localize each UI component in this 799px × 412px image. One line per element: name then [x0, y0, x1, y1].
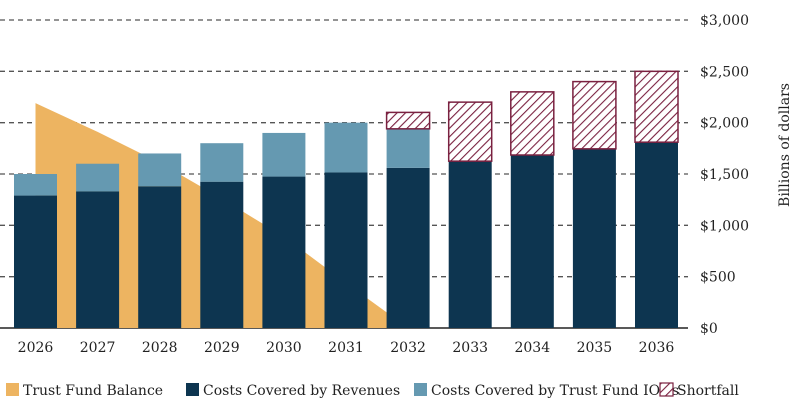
- x-tick-label: 2028: [142, 340, 178, 356]
- bar-shortfall-2033: [447, 101, 493, 162]
- x-tick-label: 2032: [390, 340, 426, 356]
- x-tick-label: 2035: [577, 340, 613, 356]
- bar-costs-covered-by-trust-fund-ious-2030: [262, 132, 306, 177]
- x-tick-label: 2033: [452, 340, 488, 356]
- legend-swatch: [6, 383, 19, 396]
- y-tick-label: $500: [700, 270, 736, 286]
- bar-costs-covered-by-revenues-2027: [76, 191, 120, 328]
- x-tick-label: 2036: [639, 340, 675, 356]
- y-tick-label: $2,500: [700, 64, 749, 80]
- y-axis-ticks: $0 $500 $1,000 $1,500 $2,000 $2,500 $3,000: [700, 13, 749, 337]
- y-tick-label: $0: [700, 321, 718, 337]
- bar-costs-covered-by-revenues-2031: [324, 172, 368, 328]
- bar-costs-covered-by-trust-fund-ious-2028: [138, 153, 182, 187]
- legend-swatch: [659, 382, 674, 397]
- bars: [14, 70, 679, 328]
- bar-shortfall-2036: [634, 70, 679, 143]
- bar-costs-covered-by-revenues-2028: [138, 186, 182, 328]
- bar-costs-covered-by-trust-fund-ious-2027: [76, 163, 120, 192]
- y-tick-label: $1,500: [700, 167, 749, 183]
- bar-shortfall-2035: [572, 80, 617, 150]
- x-tick-label: 2034: [514, 340, 550, 356]
- legend-label: Shortfall: [677, 383, 739, 399]
- x-tick-label: 2030: [266, 340, 302, 356]
- bar-costs-covered-by-revenues-2026: [14, 195, 57, 328]
- legend-swatch: [414, 383, 427, 396]
- bar-costs-covered-by-revenues-2033: [448, 161, 492, 328]
- bar-costs-covered-by-revenues-2035: [572, 148, 616, 328]
- y-tick-label: $1,000: [700, 218, 749, 234]
- y-axis-label: Billions of dollars: [777, 83, 793, 207]
- bar-costs-covered-by-revenues-2030: [262, 176, 306, 328]
- y-tick-label: $3,000: [700, 13, 749, 29]
- legend: Trust Fund Balance Costs Covered by Reven…: [6, 382, 739, 399]
- bar-costs-covered-by-revenues-2034: [510, 155, 554, 328]
- bar-costs-covered-by-trust-fund-ious-2032: [386, 128, 430, 168]
- y-tick-label: $2,000: [700, 116, 749, 132]
- x-tick-label: 2029: [204, 340, 240, 356]
- bar-shortfall-2034: [510, 91, 555, 156]
- bar-costs-covered-by-trust-fund-ious-2031: [324, 122, 368, 173]
- bar-costs-covered-by-revenues-2029: [200, 181, 244, 328]
- bar-shortfall-2032: [385, 111, 431, 130]
- legend-label: Costs Covered by Trust Fund IOUs: [431, 383, 679, 399]
- legend-label: Trust Fund Balance: [23, 383, 163, 399]
- bar-costs-covered-by-trust-fund-ious-2026: [14, 174, 57, 196]
- legend-label: Costs Covered by Revenues: [203, 383, 400, 399]
- legend-swatch: [186, 383, 199, 396]
- x-tick-label: 2026: [18, 340, 54, 356]
- bar-costs-covered-by-revenues-2036: [635, 142, 678, 328]
- x-tick-label: 2027: [80, 340, 116, 356]
- x-axis-ticks: 2026 2027 2028 2029 2030 2031 2032 2033 2034 2035…: [18, 340, 675, 356]
- bar-costs-covered-by-trust-fund-ious-2029: [200, 143, 244, 182]
- bar-costs-covered-by-revenues-2032: [386, 167, 430, 328]
- x-tick-label: 2031: [328, 340, 364, 356]
